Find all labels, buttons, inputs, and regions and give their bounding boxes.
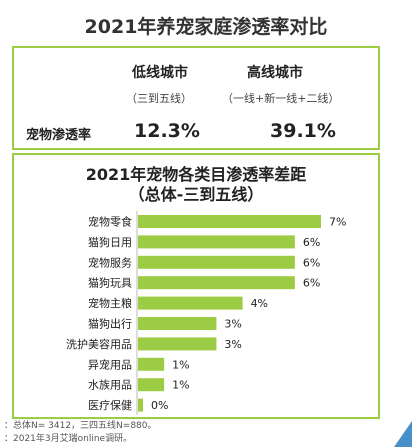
category-label: 洗护美容用品 [66, 337, 132, 351]
bar-value-label: 3% [224, 338, 241, 351]
footnote-source: ：2021年3月艾瑞online调研。 [4, 434, 133, 444]
bar [138, 215, 321, 228]
category-gap-panel: 2021年宠物各类目渗透率差距 （总体-三到五线） 宠物零食 7% 猫狗日用 6% 宠物… [12, 153, 380, 419]
bar-value-label: 0% [151, 399, 168, 412]
category-label: 猫狗日用 [88, 236, 132, 249]
bar-value-label: 7% [329, 216, 346, 229]
footnote-sample: ：总体N= 3412，三四五线N=880。 [4, 421, 157, 431]
page-title: 2021年养宠家庭渗透率对比 [84, 16, 328, 38]
low-tier-city-heading: 低线城市 [132, 65, 188, 81]
bar [138, 378, 165, 392]
bar [138, 398, 143, 412]
low-tier-penetration-value: 12.3% [134, 120, 200, 142]
bar [138, 337, 217, 351]
bar-value-label: 6% [303, 277, 320, 290]
high-tier-penetration-value: 39.1% [270, 120, 336, 142]
category-gap-bar-chart: 宠物零食 7% 猫狗日用 6% 宠物服务 6% 猫狗玩具 6% 宠物主粮 4% 猫狗出行 3% 洗护美容… [66, 211, 346, 415]
bar-value-label: 4% [251, 297, 268, 310]
category-label: 猫狗出行 [88, 317, 132, 331]
category-label: 水族用品 [88, 378, 132, 392]
bar [138, 317, 217, 330]
category-label: 医疗保健 [88, 398, 132, 412]
bar [138, 276, 295, 290]
bar-value-label: 1% [172, 358, 189, 371]
high-tier-city-subheading: （一线+新一线+二线） [222, 92, 340, 105]
category-label: 异宠用品 [88, 357, 132, 371]
category-label: 宠物主粮 [88, 296, 132, 310]
corner-decoration [394, 421, 412, 447]
bar-value-label: 1% [172, 379, 189, 392]
penetration-comparison-panel: 低线城市 （三到五线） 高线城市 （一线+新一线+二线） 宠物渗透率 12.3%… [12, 46, 380, 150]
chart-title: 2021年宠物各类目渗透率差距 [85, 165, 307, 184]
low-tier-city-subheading: （三到五线） [126, 92, 192, 105]
category-label: 宠物服务 [88, 255, 132, 269]
bar [138, 235, 295, 249]
bar-value-label: 6% [303, 236, 320, 249]
category-label: 猫狗玩具 [88, 277, 132, 290]
penetration-rate-label: 宠物渗透率 [26, 128, 92, 143]
high-tier-city-heading: 高线城市 [247, 65, 303, 81]
bar [138, 296, 243, 310]
bar [138, 255, 295, 269]
bar-value-label: 6% [303, 256, 320, 269]
bar-value-label: 3% [224, 318, 241, 331]
chart-subtitle: （总体-三到五线） [128, 185, 264, 204]
category-label: 宠物零食 [88, 215, 132, 229]
bar [138, 357, 165, 371]
